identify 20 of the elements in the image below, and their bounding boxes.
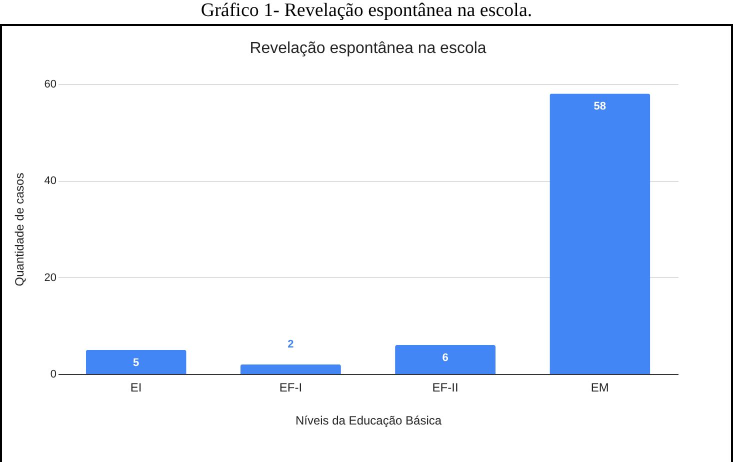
x-tick-label: EI [130, 380, 142, 394]
y-tick-label: 60 [44, 78, 56, 90]
chart-title: Revelação espontânea na escola [250, 40, 486, 57]
x-tick-label: EF-II [432, 380, 458, 394]
bar [395, 345, 496, 374]
bar [240, 364, 341, 374]
x-tick-label: EF-I [279, 380, 302, 394]
data-label: 58 [594, 100, 606, 113]
y-tick-label: 40 [44, 175, 56, 188]
data-label: 5 [133, 356, 140, 369]
y-tick-label: 20 [44, 272, 56, 284]
x-tick-label: EM [590, 380, 609, 394]
x-axis-title: Níveis da Educação Básica [295, 414, 442, 428]
bar [86, 350, 186, 374]
data-label: 6 [442, 352, 448, 364]
data-label: 2 [288, 338, 294, 350]
y-tick-label: 0 [50, 368, 56, 380]
text: Gráfico 1- Revelação espontânea na escola. [0, 0, 733, 26]
bar [550, 94, 650, 374]
y-axis-title: Quantidade de casos [12, 172, 26, 286]
